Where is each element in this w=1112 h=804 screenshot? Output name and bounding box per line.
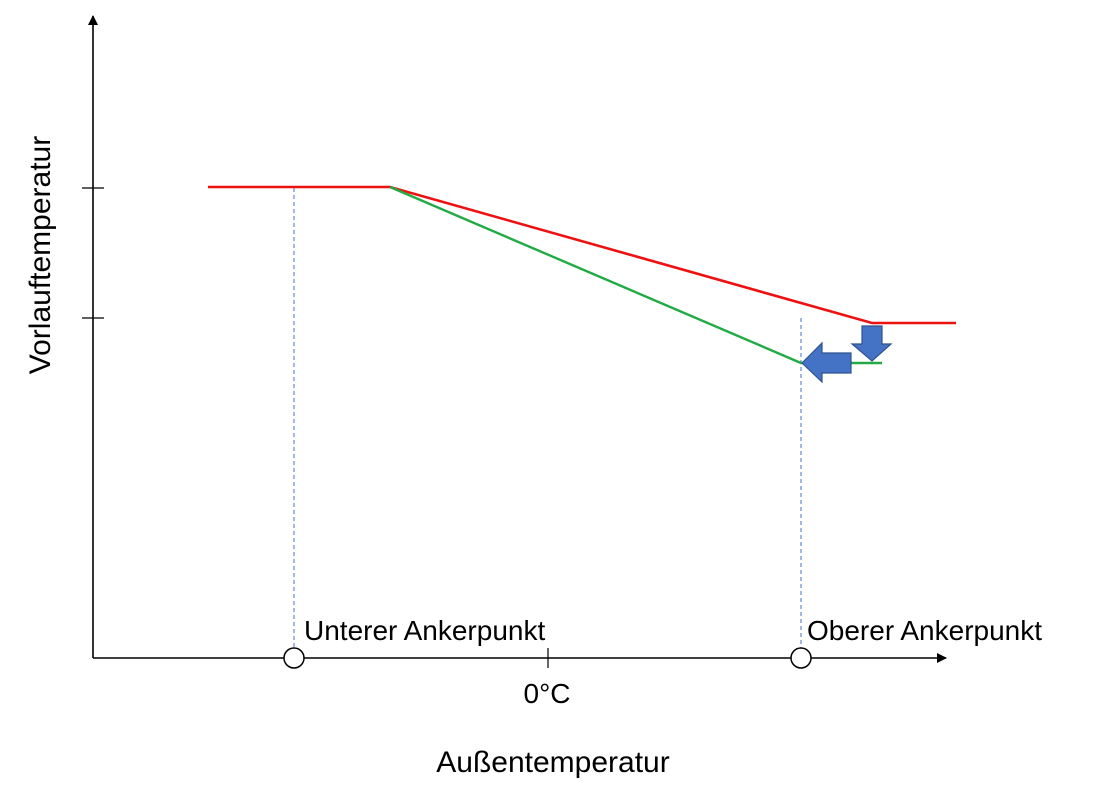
zero-celsius-label: 0°C: [524, 678, 571, 709]
lower-anchor-point: [283, 647, 305, 669]
x-axis-label: Außentemperatur: [436, 746, 669, 779]
arrow-left-icon: [801, 341, 852, 384]
adjusted-heating-curve: [389, 185, 882, 365]
upper-anchor-point: [790, 647, 812, 669]
y-axis-label: Vorlauftemperatur: [24, 136, 57, 374]
lower-anchor-label: Unterer Ankerpunkt: [304, 615, 545, 646]
upper-anchor-label: Oberer Ankerpunkt: [807, 615, 1042, 646]
arrow-down-icon: [850, 325, 893, 362]
original-heating-curve: [208, 185, 956, 325]
